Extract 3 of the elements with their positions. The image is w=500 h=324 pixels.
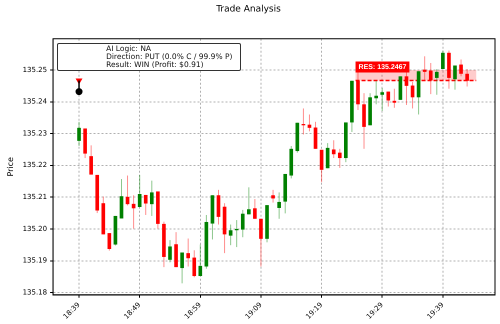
chart-title: Trade Analysis [215, 4, 282, 15]
y-axis-title: Price [6, 156, 15, 177]
candlestick [398, 76, 402, 100]
